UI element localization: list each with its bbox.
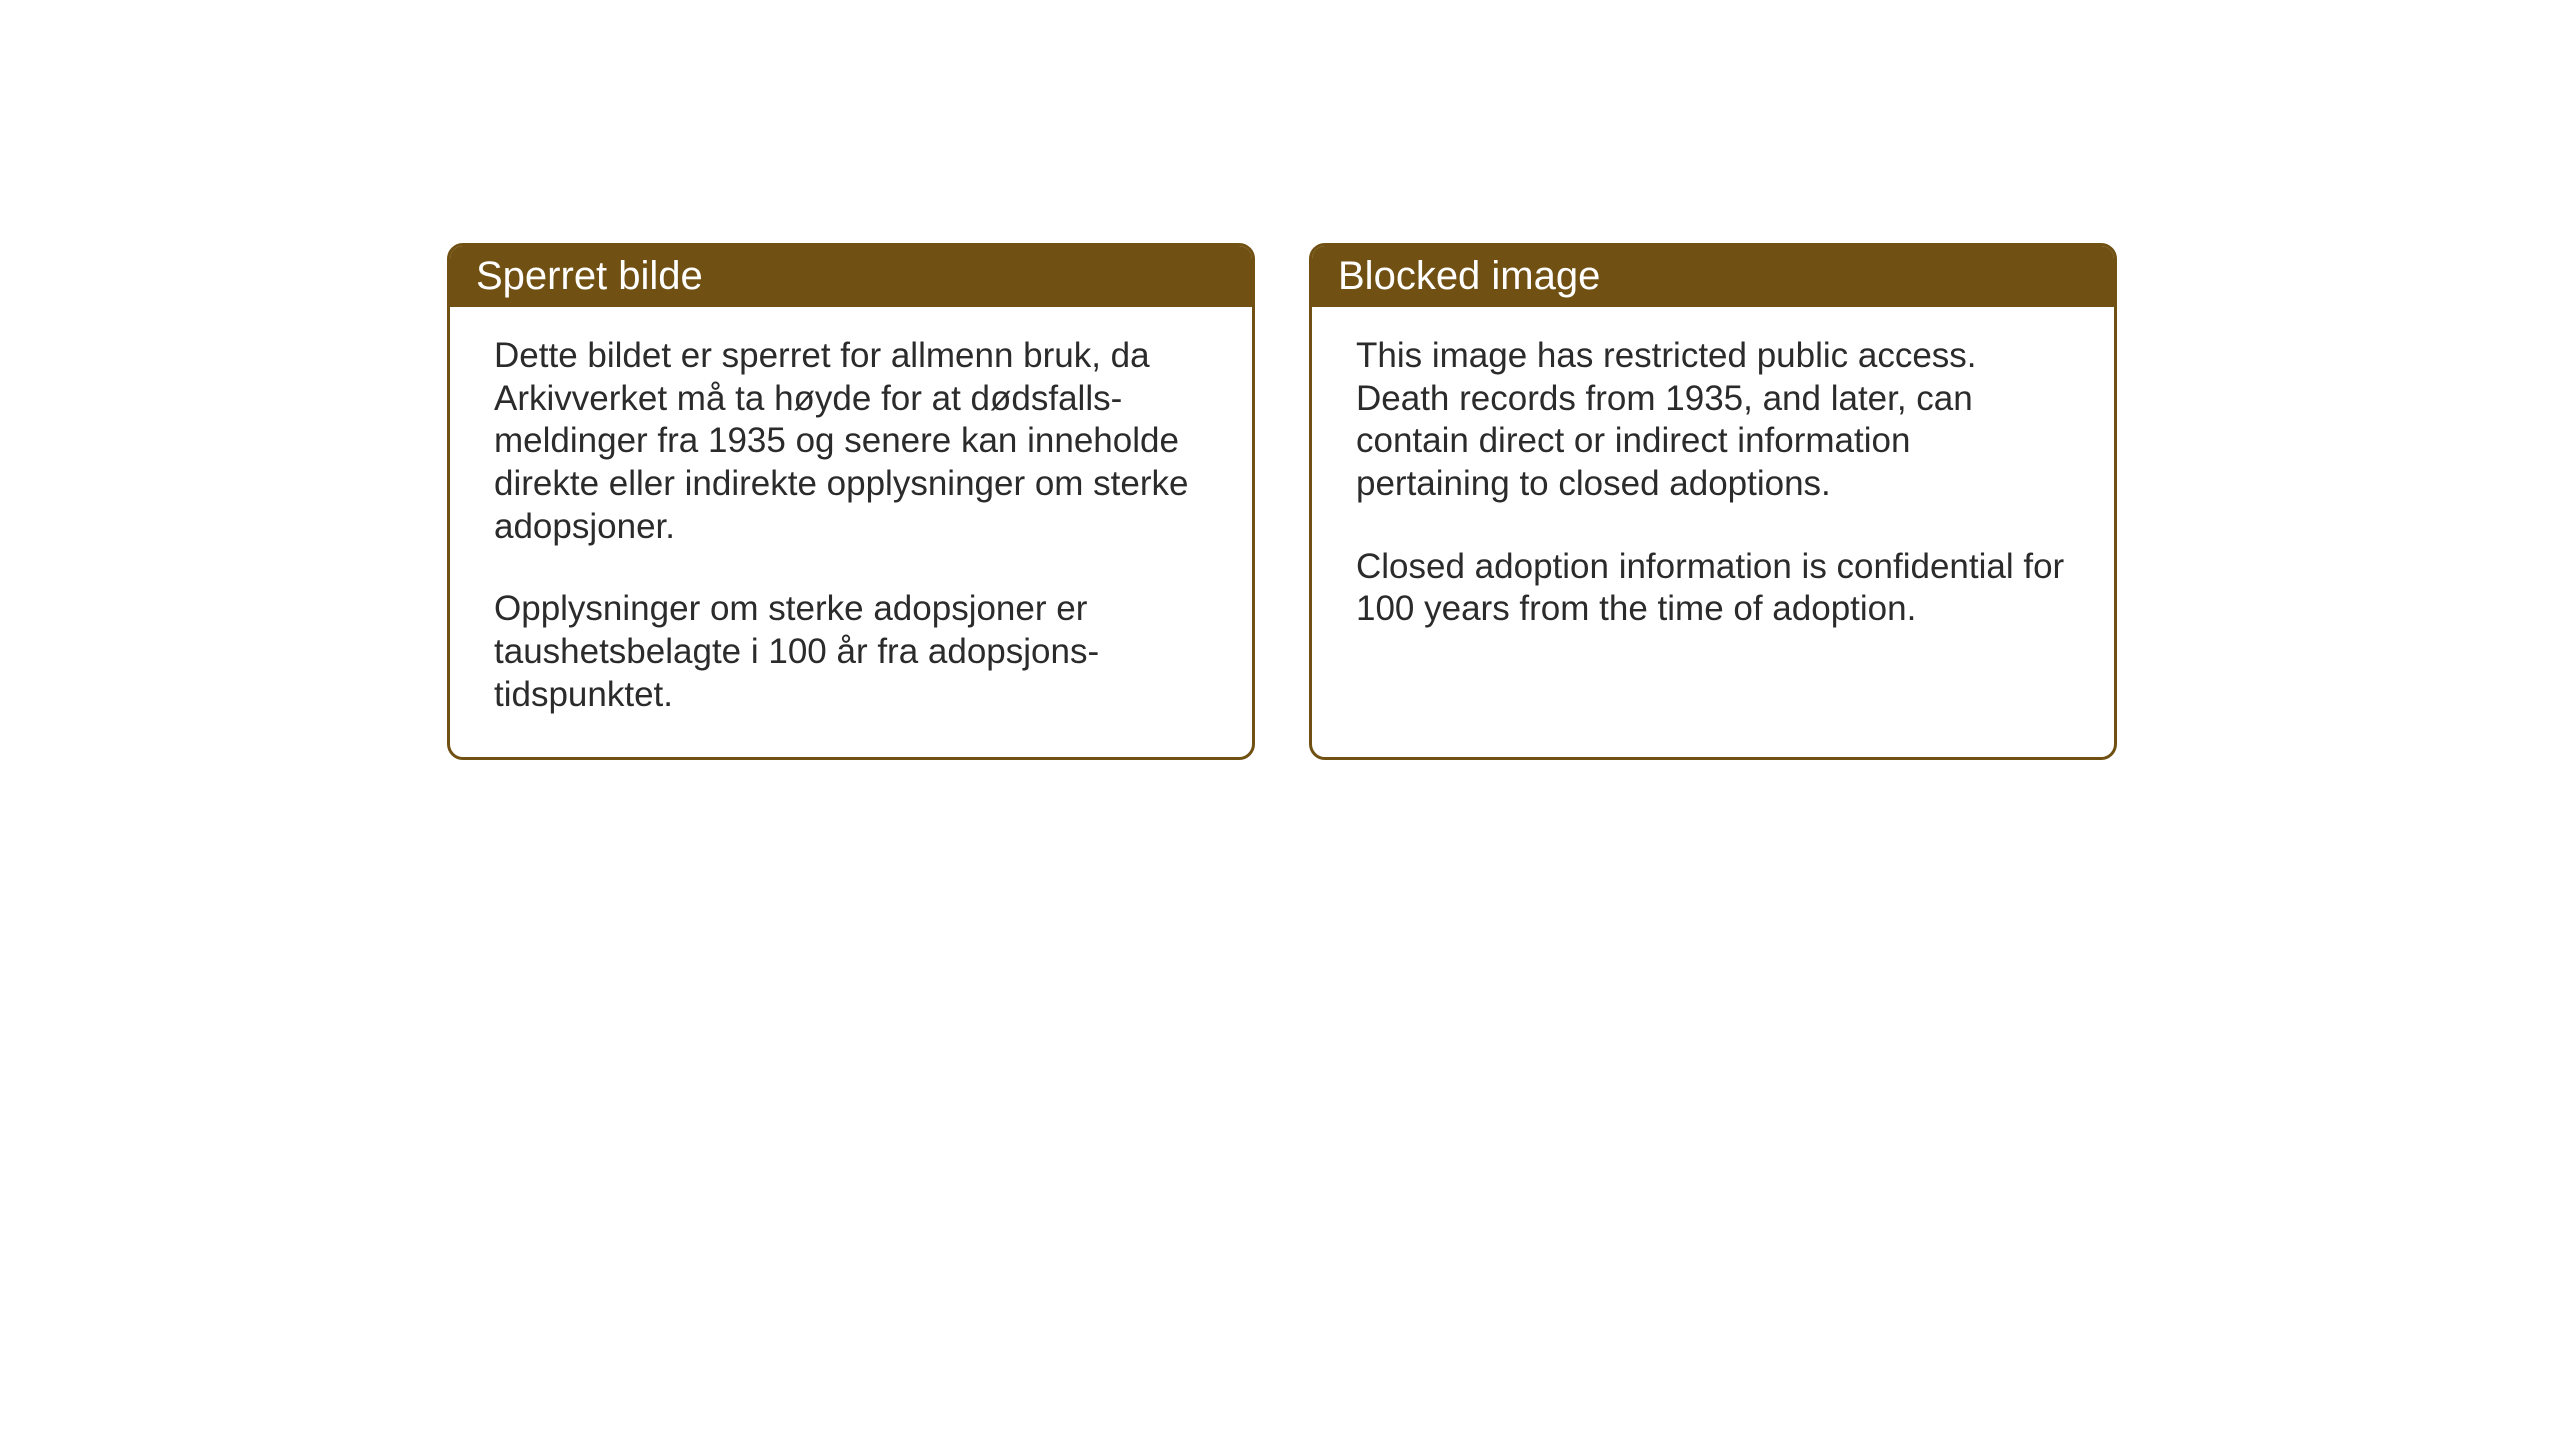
card-header-english: Blocked image: [1312, 246, 2114, 307]
notice-card-english: Blocked image This image has restricted …: [1309, 243, 2117, 760]
card-header-norwegian: Sperret bilde: [450, 246, 1252, 307]
card-paragraph: This image has restricted public access.…: [1356, 335, 2070, 506]
card-title: Blocked image: [1338, 254, 1600, 298]
notice-card-norwegian: Sperret bilde Dette bildet er sperret fo…: [447, 243, 1255, 760]
card-paragraph: Dette bildet er sperret for allmenn bruk…: [494, 335, 1208, 548]
card-body-norwegian: Dette bildet er sperret for allmenn bruk…: [450, 307, 1252, 757]
card-paragraph: Closed adoption information is confident…: [1356, 546, 2070, 631]
card-body-english: This image has restricted public access.…: [1312, 307, 2114, 671]
card-paragraph: Opplysninger om sterke adopsjoner er tau…: [494, 588, 1208, 716]
notice-cards-container: Sperret bilde Dette bildet er sperret fo…: [447, 243, 2117, 760]
card-title: Sperret bilde: [476, 254, 703, 298]
